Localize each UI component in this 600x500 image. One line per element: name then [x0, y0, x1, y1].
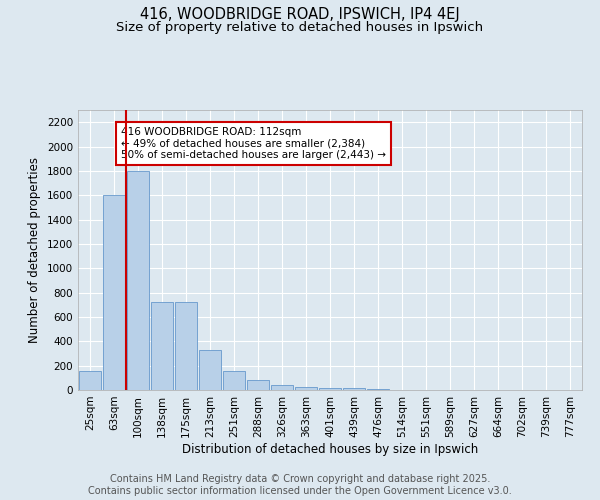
Bar	[223, 371, 245, 390]
Bar	[199, 350, 221, 390]
Bar	[343, 388, 365, 390]
Bar	[367, 389, 389, 390]
Bar	[103, 195, 125, 390]
Bar	[127, 171, 149, 390]
Y-axis label: Number of detached properties: Number of detached properties	[28, 157, 41, 343]
Bar	[271, 384, 293, 390]
Text: 416, WOODBRIDGE ROAD, IPSWICH, IP4 4EJ: 416, WOODBRIDGE ROAD, IPSWICH, IP4 4EJ	[140, 8, 460, 22]
X-axis label: Distribution of detached houses by size in Ipswich: Distribution of detached houses by size …	[182, 442, 478, 456]
Bar	[79, 370, 101, 390]
Bar	[151, 302, 173, 390]
Bar	[247, 380, 269, 390]
Text: Contains HM Land Registry data © Crown copyright and database right 2025.
Contai: Contains HM Land Registry data © Crown c…	[88, 474, 512, 496]
Text: Size of property relative to detached houses in Ipswich: Size of property relative to detached ho…	[116, 21, 484, 34]
Bar	[319, 388, 341, 390]
Text: 416 WOODBRIDGE ROAD: 112sqm
← 49% of detached houses are smaller (2,384)
50% of : 416 WOODBRIDGE ROAD: 112sqm ← 49% of det…	[121, 127, 386, 160]
Bar	[295, 387, 317, 390]
Bar	[175, 302, 197, 390]
